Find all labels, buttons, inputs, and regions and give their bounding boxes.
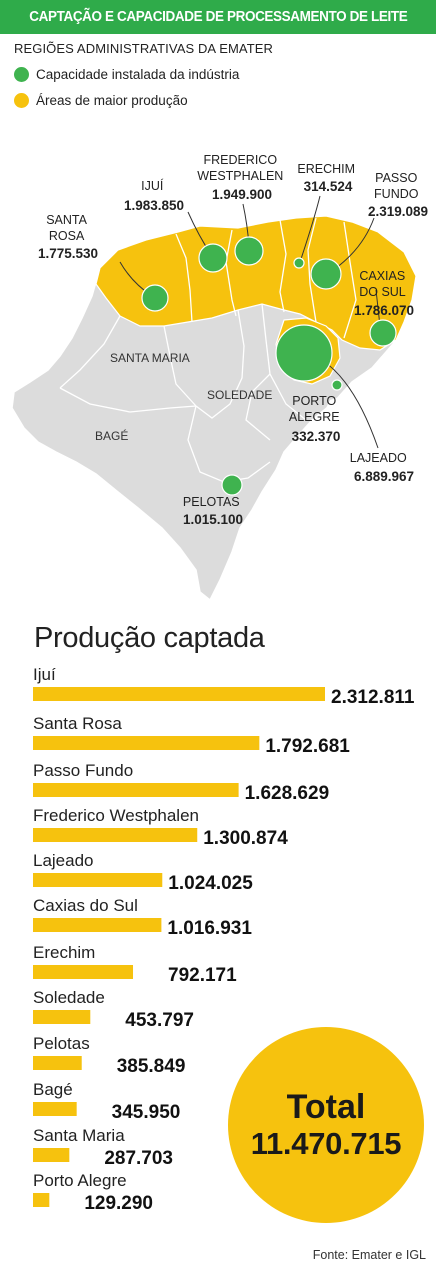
bar-erechim xyxy=(33,965,134,979)
bar-caxias-do-sul xyxy=(33,918,162,932)
capacity-circles xyxy=(141,236,397,496)
bar-category-passo-fundo: Passo Fundo xyxy=(33,761,133,780)
bar-bage xyxy=(33,1102,77,1116)
page-title: CAPTAÇÃO E CAPACIDADE DE PROCESSAMENTO D… xyxy=(28,9,408,25)
bar-category-ijui: Ijuí xyxy=(33,665,56,684)
bar-category-caxias-do-sul: Caxias do Sul xyxy=(33,896,138,915)
bar-lajeado xyxy=(33,873,163,887)
region-boundaries xyxy=(59,217,357,483)
bar-porto-alegre xyxy=(33,1193,50,1207)
bar-pelotas xyxy=(33,1056,82,1070)
map-subtitle: REGIÕES ADMINISTRATIVAS DA EMATER xyxy=(14,41,274,56)
capacity-label-erechim: ERECHIM 314.524 xyxy=(297,162,358,194)
capacity-label-ijui: IJUÍ 1.983.850 xyxy=(124,178,184,213)
capacity-label-caxias-do-sul: CAXIAS DO SUL 1.786.070 xyxy=(354,269,414,318)
bar-value-frederico-westphalen: 1.300.874 xyxy=(203,828,288,849)
capacity-label-pelotas: PELOTAS 1.015.100 xyxy=(183,495,243,527)
circle-passo-fundo xyxy=(310,258,342,290)
capacity-label-santa-rosa: SANTA ROSA 1.775.530 xyxy=(38,213,98,261)
bar-value-santa-rosa: 1.792.681 xyxy=(265,736,350,757)
bar-category-frederico-westphalen: Frederico Westphalen xyxy=(33,806,199,825)
bar-category-soledade: Soledade xyxy=(33,988,105,1007)
circle-santa-rosa xyxy=(141,284,169,312)
circle-erechim xyxy=(293,257,305,269)
legend-label-capacity: Capacidade instalada da indústria xyxy=(36,67,240,82)
capacity-label-porto-alegre: PORTO ALEGRE 332.370 xyxy=(289,394,343,444)
bar-value-pelotas: 385.849 xyxy=(117,1056,186,1077)
circle-frederico-westphalen xyxy=(234,236,264,266)
bar-value-ijui: 2.312.811 xyxy=(331,687,415,708)
legend-label-production: Áreas de maior produção xyxy=(36,93,188,108)
legend-item-production: Áreas de maior produção xyxy=(14,93,188,108)
yellow-dot-icon xyxy=(14,93,29,108)
bar-value-lajeado: 1.024.025 xyxy=(168,873,253,894)
lagoon-mirim xyxy=(232,534,256,590)
bar-soledade xyxy=(33,1010,91,1024)
chart-title: Produção captada xyxy=(34,622,265,654)
header-banner: CAPTAÇÃO E CAPACIDADE DE PROCESSAMENTO D… xyxy=(0,0,436,34)
circle-caxias-do-sul xyxy=(369,319,397,347)
bar-santa-maria xyxy=(33,1148,70,1162)
bar-category-santa-rosa: Santa Rosa xyxy=(33,714,122,733)
circle-porto-alegre xyxy=(331,379,343,391)
bar-category-erechim: Erechim xyxy=(33,943,95,962)
lagoon-dos-patos xyxy=(290,394,348,498)
region-label-soledade: SOLEDADE xyxy=(207,388,272,402)
circle-lajeado xyxy=(275,324,333,382)
production-area-north xyxy=(95,215,417,351)
bar-value-santa-maria: 287.703 xyxy=(104,1148,173,1169)
total-badge: Total 11.470.715 xyxy=(228,1027,424,1223)
green-dot-icon xyxy=(14,67,29,82)
bar-category-santa-maria: Santa Maria xyxy=(33,1126,125,1145)
capacity-label-lajeado: LAJEADO 6.889.967 xyxy=(350,451,414,484)
circle-pelotas xyxy=(221,474,243,496)
bar-category-bage: Bagé xyxy=(33,1080,73,1099)
bar-frederico-westphalen xyxy=(33,828,198,842)
bar-passo-fundo xyxy=(33,783,239,797)
bar-santa-rosa xyxy=(33,736,260,750)
bar-value-passo-fundo: 1.628.629 xyxy=(245,783,330,804)
legend-item-capacity: Capacidade instalada da indústria xyxy=(14,67,239,82)
bar-value-caxias-do-sul: 1.016.931 xyxy=(167,918,252,939)
capacity-label-frederico-westphalen: FREDERICO WESTPHALEN 1.949.900 xyxy=(197,153,287,202)
bar-value-soledade: 453.797 xyxy=(125,1010,194,1031)
bar-value-bage: 345.950 xyxy=(112,1102,181,1123)
region-label-bage: BAGÉ xyxy=(95,428,128,443)
bar-category-lajeado: Lajeado xyxy=(33,851,94,870)
bar-category-pelotas: Pelotas xyxy=(33,1034,90,1053)
bar-value-erechim: 792.171 xyxy=(168,965,237,986)
total-label: Total xyxy=(286,1088,366,1126)
bar-category-porto-alegre: Porto Alegre xyxy=(33,1171,127,1190)
source-note: Fonte: Emater e IGL xyxy=(312,1248,426,1262)
circle-ijui xyxy=(198,243,228,273)
bar-value-porto-alegre: 129.290 xyxy=(84,1193,153,1214)
bar-ijui xyxy=(33,687,325,701)
total-value: 11.470.715 xyxy=(250,1126,402,1161)
region-label-santa-maria: SANTA MARIA xyxy=(110,351,190,365)
rio-grande-do-sul-map: SANTA MARIA SOLEDADE BAGÉ SANTA ROSA 1.7… xyxy=(11,153,428,602)
capacity-label-passo-fundo: PASSO FUNDO 2.319.089 xyxy=(368,171,428,219)
